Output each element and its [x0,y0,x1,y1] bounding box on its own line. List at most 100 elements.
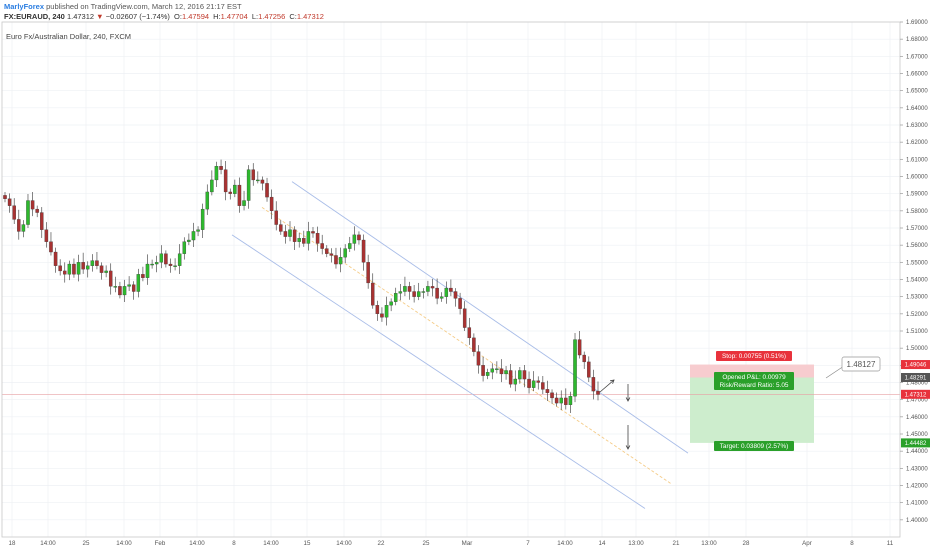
candle-body [513,378,518,385]
candle-body [587,361,591,378]
candle-body [200,208,205,230]
target-price-tag-box [901,438,930,448]
candle-body [366,262,370,284]
x-tick-label: 21 [673,540,680,547]
target-label-box [714,441,794,451]
candle-body [210,179,214,193]
x-tick-label: 13:00 [701,540,717,547]
candle-body [371,282,375,306]
candle-body [187,239,191,242]
candle-body [453,291,458,299]
candle-body [168,263,173,266]
last-price-tag: 1.47312 [905,393,927,399]
candle-body [435,287,439,299]
y-tick-label: 1.45000 [906,432,928,438]
candle-body [292,229,297,242]
candle-body [260,179,265,184]
publisher-line: MarlyForex published on TradingView.com,… [4,2,242,11]
candle-body [416,291,421,297]
annotations: Stop: 0.00755 (0.51%) Opened P&L: 0.00979… [599,351,881,451]
candle-body [522,370,527,380]
candle-body [577,339,582,356]
candle-body [596,390,600,395]
y-tick-label: 1.48000 [906,381,928,387]
candle-body [582,354,586,363]
y-tick-label: 1.67000 [906,54,928,60]
stop-label: Stop: 0.00755 (0.51%) [716,351,792,361]
candle-body [343,248,347,258]
y-tick-label: 1.56000 [906,243,928,249]
candle-body [63,270,67,275]
y-tick-label: 1.43000 [906,466,928,472]
candle-body [495,368,499,370]
y-tick-label: 1.41000 [906,501,928,507]
x-tick-label: 7 [526,540,530,547]
candle-body [458,298,462,309]
candle-body [7,198,12,206]
candle-body [283,231,288,237]
y-tick-label: 1.50000 [906,346,928,352]
x-tick-label: 14:00 [40,540,56,547]
y-tick-label: 1.54000 [906,278,928,284]
candle-body [426,286,430,292]
x-tick-label: 28 [743,540,750,547]
candle-body [131,284,136,292]
x-tick-label: 11 [887,540,894,547]
candle-body [407,286,412,292]
candle-body [21,224,26,232]
candle-body [205,191,210,210]
last-value: 1.47312 [66,12,95,21]
candle-body [527,378,531,388]
candle-body [490,368,495,373]
pnl-label-text: Opened P&L: 0.00979 [722,374,786,381]
x-tick-label: 14:00 [557,540,573,547]
candle-body [306,231,311,244]
y-tick-label: 1.46000 [906,415,928,421]
candle-body [145,263,150,278]
x-tick-label: 14:00 [336,540,352,547]
candle-body [467,327,472,339]
candle-body [223,169,228,193]
ohlc-legend: FX:EURAUD, 240 1.47312 ▼ −0.02607 (−1.74… [4,12,324,21]
candle-body [228,191,232,194]
candle-body [246,169,251,201]
x-tick-label: 22 [378,540,385,547]
candle-body [177,253,182,266]
candle-body [30,200,35,210]
candle-body [81,262,85,270]
symbol-description: Euro Fx/Australian Dollar, 240, FXCM [6,32,132,41]
candle-body [329,253,334,256]
candle-body [472,337,476,352]
candle-body [251,169,255,181]
candle-body [430,286,435,289]
candle-body [591,377,596,392]
candle-body [389,301,393,306]
candle-body [164,253,168,265]
y-tick-label: 1.68000 [906,37,928,43]
candle-body [550,392,554,399]
candle-body [444,287,449,297]
callout-text: 1.48127 [847,360,876,369]
last-price-tag-box [901,389,930,399]
candle-body [196,229,200,232]
y-tick-label: 1.42000 [906,484,928,490]
candle-body [265,183,269,198]
candle-body [536,380,540,383]
candle-body [85,265,90,270]
candle-body [159,253,164,263]
candle-body [449,287,453,292]
candle-body [352,234,357,244]
author-link[interactable]: MarlyForex [4,2,45,11]
published-text: published on TradingView.com, March 12, … [46,2,242,11]
candle-body [393,293,398,302]
y-tick-label: 1.40000 [906,518,928,524]
candle-body [233,184,237,194]
candle-body [375,305,380,314]
open-label: O: [174,12,182,21]
candle-body [559,397,563,404]
candle-body [481,365,485,376]
candle-body [320,243,324,249]
x-tick-label: 15 [304,540,311,547]
x-tick-label: 18 [9,540,16,547]
